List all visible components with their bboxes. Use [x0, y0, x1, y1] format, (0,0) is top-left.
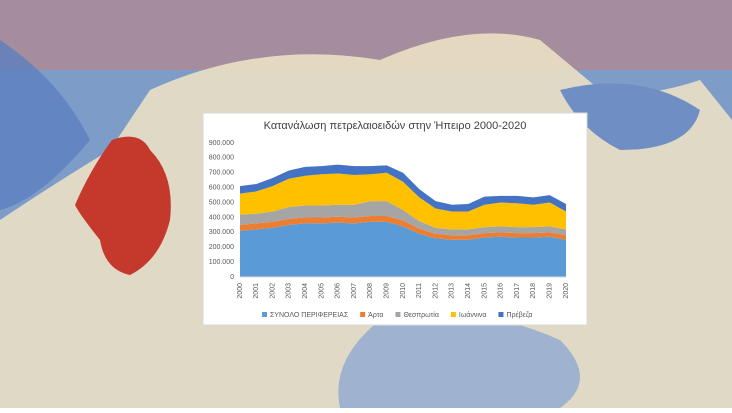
- y-tick-label: 200.000: [209, 244, 234, 251]
- x-tick-label: 2018: [530, 283, 537, 299]
- legend-marker: [450, 312, 456, 317]
- y-tick-label: 800.000: [209, 155, 234, 162]
- x-tick-label: 2011: [416, 283, 423, 298]
- x-tick-label: 2015: [481, 283, 488, 299]
- legend-label: Πρέβεζα: [506, 311, 532, 319]
- x-tick-label: 2008: [367, 283, 374, 299]
- y-tick-label: 500.000: [209, 199, 234, 206]
- x-tick-label: 2020: [563, 283, 570, 299]
- legend-label: Θεσπρωτία: [403, 311, 438, 319]
- x-tick-label: 2013: [449, 283, 456, 299]
- y-tick-label: 300.000: [209, 229, 234, 236]
- legend-marker: [262, 312, 267, 317]
- legend-label: Ιωάννινα: [459, 311, 487, 319]
- area: [240, 221, 566, 277]
- x-tick-label: 2006: [335, 283, 342, 299]
- y-tick-label: 0: [230, 274, 234, 281]
- area: [240, 201, 566, 236]
- legend-label: ΣΥΝΟΛΟ ΠΕΡΙΦΕΡΕΙΑΣ: [270, 312, 349, 319]
- y-tick-label: 400.000: [209, 214, 234, 221]
- legend-marker: [498, 312, 504, 317]
- legend-marker: [360, 312, 366, 317]
- x-tick-label: 2014: [465, 283, 472, 299]
- area: [240, 215, 566, 240]
- x-tick-label: 2010: [400, 283, 407, 299]
- x-tick-label: 2019: [547, 283, 554, 299]
- x-tick-label: 2003: [286, 283, 293, 299]
- x-tick-label: 2017: [514, 283, 521, 299]
- area: [240, 164, 566, 212]
- x-tick-label: 2009: [384, 283, 391, 299]
- area: [240, 172, 566, 230]
- x-tick-label: 2000: [237, 283, 244, 299]
- y-tick-label: 600.000: [209, 185, 234, 192]
- legend-label: Άρτα: [368, 312, 383, 319]
- y-tick-label: 700.000: [209, 170, 234, 177]
- legend-marker: [395, 312, 401, 317]
- x-tick-label: 2007: [351, 283, 358, 299]
- x-tick-label: 2004: [302, 283, 309, 299]
- y-tick-label: 100.000: [209, 259, 234, 266]
- x-tick-label: 2001: [253, 283, 260, 299]
- x-tick-label: 2005: [318, 283, 325, 299]
- y-tick-label: 900.000: [209, 140, 234, 147]
- x-tick-label: 2016: [498, 283, 505, 299]
- x-tick-label: 2012: [432, 283, 439, 299]
- x-tick-label: 2002: [269, 283, 276, 299]
- chart-title: Κατανάλωση πετρελαιοειδών στην Ήπειρο 20…: [264, 120, 527, 132]
